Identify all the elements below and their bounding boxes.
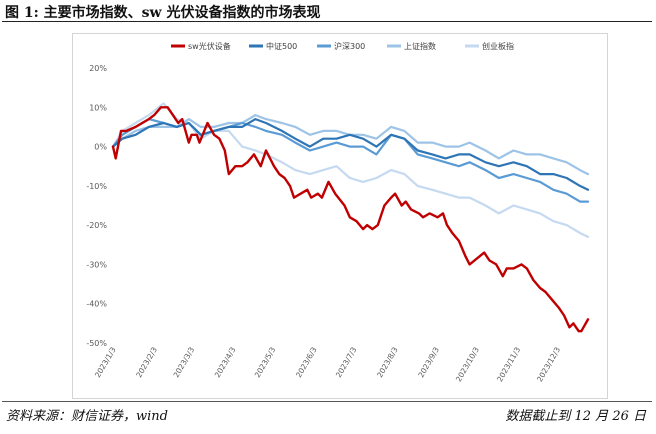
x-tick-label: 2023/12/3	[535, 345, 562, 383]
y-tick-label: -30%	[86, 260, 107, 269]
legend-label: 沪深300	[334, 41, 365, 51]
y-tick-label: -40%	[86, 300, 107, 309]
series-line	[111, 118, 590, 203]
data-cutoff-note: 数据截止到 12 月 26 日	[505, 409, 646, 424]
legend-label: sw光伏设备	[188, 41, 231, 51]
series-line	[111, 106, 590, 333]
x-tick-label: 2023/9/3	[416, 345, 441, 379]
y-tick-label: -50%	[86, 339, 107, 348]
footer-rule	[2, 401, 652, 402]
x-tick-label: 2023/1/3	[93, 345, 118, 379]
chart-area: 20% 10% 0% -10% -20% -30% -40% -50% 2023/1/3 2023…	[72, 33, 608, 399]
y-tick-label: -10%	[86, 182, 107, 191]
x-tick-label: 2023/7/3	[334, 345, 359, 379]
title-rule	[2, 21, 652, 22]
y-tick-label: 10%	[89, 103, 107, 112]
legend-label: 中证500	[266, 41, 297, 51]
x-tick-label: 2023/3/3	[172, 345, 197, 379]
figure-title: 图 1: 主要市场指数、sw 光伏设备指数的市场表现	[5, 5, 321, 21]
legend-label: 上证指数	[404, 41, 436, 51]
series-line	[111, 118, 590, 191]
x-tick-label: 2023/5/3	[253, 345, 278, 379]
y-tick-label: 20%	[89, 64, 107, 73]
legend-label: 创业板指	[482, 41, 514, 51]
x-tick-label: 2023/6/3	[294, 345, 319, 379]
x-tick-label: 2023/11/3	[495, 345, 522, 383]
source-note: 资料来源：财信证券，wind	[6, 409, 168, 424]
line-chart: 20% 10% 0% -10% -20% -30% -40% -50%2023/1/3 2023…	[86, 41, 590, 383]
y-tick-label: -20%	[86, 221, 107, 230]
x-tick-label: 2023/8/3	[375, 345, 400, 379]
x-tick-label: 2023/2/3	[134, 345, 159, 379]
x-tick-label: 2023/10/3	[454, 345, 481, 383]
x-tick-label: 2023/4/3	[213, 345, 238, 379]
y-tick-label: 0%	[94, 143, 107, 152]
